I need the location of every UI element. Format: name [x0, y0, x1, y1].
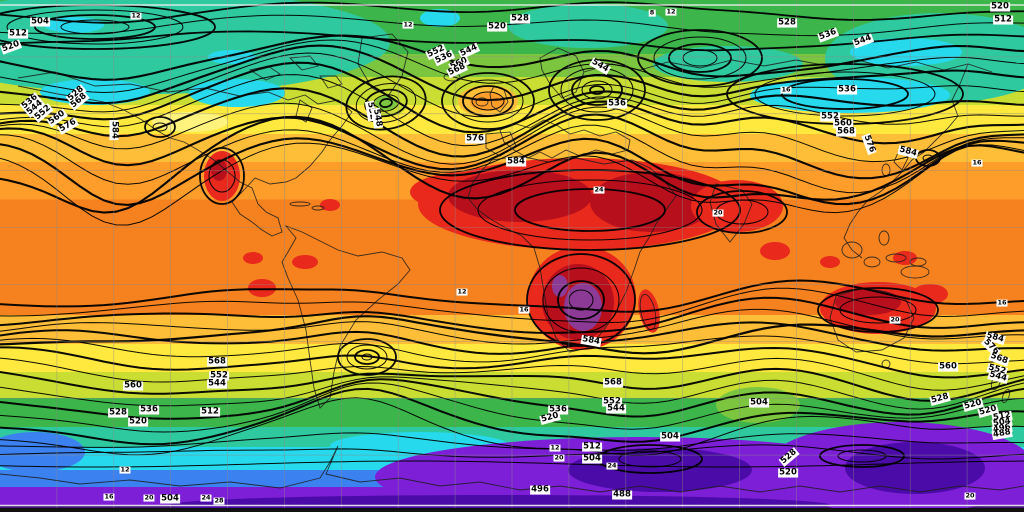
map-edges [0, 4, 1024, 512]
